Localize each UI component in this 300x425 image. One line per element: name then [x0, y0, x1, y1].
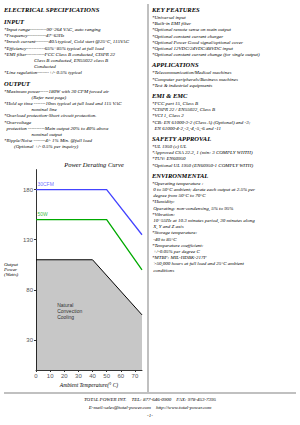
- svg-text:*Optional Power Good signal/op: *Optional Power Good signal/optional cov…: [152, 40, 243, 45]
- svg-text:60: 60: [117, 373, 124, 379]
- svg-text:*Hold up time -------10ms typi: *Hold up time -------10ms typical at ful…: [4, 101, 122, 106]
- svg-text:ENVIRONMENTAL: ENVIRONMENTAL: [151, 172, 208, 179]
- svg-text:180: 180: [23, 187, 34, 193]
- svg-text:Class B conducted, EN55022 cla: Class B conducted, EN55022 class B: [4, 58, 108, 64]
- svg-text:*Overload protection-Short cir: *Overload protection-Short circuit prote…: [4, 113, 96, 118]
- svg-text:OUTPUT: OUTPUT: [4, 80, 31, 87]
- svg-text:20: 20: [61, 373, 68, 379]
- svg-text:>50,000 hours at full load and: >50,000 hours at full load and 25°C ambi…: [152, 261, 245, 267]
- svg-text:Conducted: Conducted: [4, 64, 56, 69]
- svg-text:Power Derating Curve: Power Derating Curve: [63, 161, 124, 168]
- svg-text:*Overvoltage: *Overvoltage: [4, 120, 32, 125]
- svg-text:Power: Power: [4, 267, 18, 273]
- svg-text:TOTAL POWER INT. TEL: 877-6: TOTAL POWER INT. TEL: 877-646-0900 FAX: …: [84, 397, 217, 402]
- svg-text:EN 61000-4-2,-3,-4,-5,-6 and -: EN 61000-4-2,-3,-4,-5,-6 and -11: [152, 126, 221, 132]
- svg-text:*Built-in EMI filter: *Built-in EMI filter: [152, 21, 191, 26]
- svg-text:*Inrush current--------40A typ: *Inrush current--------40A typical, Cold…: [4, 39, 130, 45]
- svg-text:10~55Hz at 10.3 minutes period: 10~55Hz at 10.3 minutes period, 30 minut…: [152, 218, 255, 224]
- svg-text:Operating: non-condensing, 5%: Operating: non-condensing, 5% to 95%: [152, 206, 233, 212]
- svg-text:Output: Output: [4, 262, 18, 268]
- svg-text:SAFETY APPROVAL: SAFETY APPROVAL: [152, 135, 211, 142]
- svg-text:*Optional constant current cha: *Optional constant current charger: [152, 34, 223, 39]
- svg-text:APPLICATIONS: APPLICATIONS: [151, 61, 199, 68]
- svg-text:50: 50: [103, 373, 110, 379]
- svg-text:*Telecommunication/Medical mac: *Telecommunication/Medical machines: [152, 70, 231, 75]
- svg-text:-1-: -1-: [147, 413, 153, 418]
- svg-text:Ambient Temperature(° C): Ambient Temperature(° C): [59, 382, 118, 389]
- svg-text:30CFM: 30CFM: [37, 181, 53, 187]
- svg-text:*Input range----------90~264 V: *Input range----------90~264 VAC, auto r…: [4, 27, 101, 33]
- svg-text:(Optional +/- 0.5% per inquiry: (Optional +/- 0.5% per inquiry): [4, 144, 78, 149]
- svg-text:ELECTRICAL SPECIFICATIONS: ELECTRICAL SPECIFICATIONS: [3, 6, 100, 13]
- svg-text:0 to 50°C ambient; derate each: 0 to 50°C ambient; derate each output at…: [152, 187, 255, 192]
- svg-text:*Computer peripherals/Business: *Computer peripherals/Business machines: [152, 77, 238, 82]
- svg-text:+/-0.05% per degree C: +/-0.05% per degree C: [152, 249, 200, 254]
- svg-text:*Line regulation-------+/- 0.5: *Line regulation-------+/- 0.5% typical: [4, 70, 83, 75]
- svg-text:*Universal input: *Universal input: [152, 15, 186, 20]
- svg-text:KEY FEATURES: KEY FEATURES: [151, 6, 200, 13]
- svg-text:*FCC part 15, Class B: *FCC part 15, Class B: [152, 101, 198, 107]
- svg-text:*CB: EN 61000-3-2 (Class A) (O: *CB: EN 61000-3-2 (Class A) (Optional) a…: [152, 120, 251, 125]
- svg-text:80: 80: [26, 287, 33, 293]
- svg-text:*Optional UL 1950 (EN60950-1 C: *Optional UL 1950 (EN60950-1 COMPLY WITH…: [152, 163, 253, 168]
- svg-text:*Temperature coefficient:: *Temperature coefficient:: [152, 243, 204, 248]
- svg-text:*EMI filter-----------FCC Clas: *EMI filter-----------FCC Class B conduc…: [4, 52, 116, 58]
- svg-text:*Storage temperature:: *Storage temperature:: [152, 230, 198, 235]
- svg-text:-40 to 85°C: -40 to 85°C: [152, 237, 177, 242]
- svg-text:*Test & industrial equipments: *Test & industrial equipments: [152, 83, 212, 88]
- svg-text:*MTBF: MIL-HDBK-217F: *MTBF: MIL-HDBK-217F: [152, 255, 208, 260]
- svg-text:(Refer next page): (Refer next page): [4, 95, 67, 100]
- svg-text:EMI & EMC: EMI & EMC: [151, 92, 188, 99]
- svg-text:30: 30: [26, 337, 33, 343]
- svg-text:*Optional 12VDC/24VDC/48VDC in: *Optional 12VDC/24VDC/48VDC input: [152, 46, 233, 51]
- svg-text:*Approved CSA 22.2, 1 (min: 3: *Approved CSA 22.2, 1 (min: 3 COMPLY WHT…: [152, 150, 253, 156]
- svg-text:E-mail:sales@total-power.com: E-mail:sales@total-power.com http://www.…: [88, 405, 212, 410]
- svg-text:40: 40: [89, 373, 96, 379]
- svg-text:50W: 50W: [37, 211, 48, 217]
- svg-text:*Efficiency-----------65%~85%: *Efficiency-----------65%~85% typical at…: [4, 46, 104, 51]
- svg-text:*UL 1950 (c) UL: *UL 1950 (c) UL: [152, 144, 187, 149]
- svg-text:*Optional constant current cha: *Optional constant current change (for s…: [152, 52, 260, 57]
- svg-text:conditions: conditions: [152, 268, 174, 273]
- svg-text:*Optional remote sense on main: *Optional remote sense on main output: [152, 27, 231, 32]
- svg-text:*VCI 1, Class 2: *VCI 1, Class 2: [152, 113, 184, 119]
- svg-text:*TUV: EN60950: *TUV: EN60950: [152, 156, 186, 161]
- svg-text:*Ripple/Noise -------4/- 1% Mi: *Ripple/Noise -------4/- 1% Min. @full l…: [4, 138, 92, 143]
- svg-text:nominal line: nominal line: [4, 107, 57, 112]
- svg-text:*Maximum power-----180W with 3: *Maximum power-----180W with 30 CFM forc…: [4, 89, 109, 94]
- svg-text:nominal output: nominal output: [4, 132, 63, 137]
- svg-text:(Watts): (Watts): [4, 272, 19, 277]
- svg-text:protection ----------Main outp: protection ----------Main output 20% to …: [4, 126, 109, 131]
- svg-text:30: 30: [75, 373, 82, 379]
- svg-text:10: 10: [47, 373, 54, 379]
- svg-text:*Operating temperature :: *Operating temperature :: [152, 181, 204, 186]
- svg-text:INPUT: INPUT: [3, 18, 25, 25]
- svg-text:70: 70: [132, 373, 139, 379]
- svg-text:*Vibration:: *Vibration:: [152, 212, 175, 217]
- svg-text:degree from 50°C to 70°C: degree from 50°C to 70°C: [152, 193, 206, 198]
- svg-text:X, Y and Z axis: X, Y and Z axis: [152, 224, 184, 230]
- svg-text:130: 130: [23, 237, 34, 243]
- svg-text:*Humidity:: *Humidity:: [152, 199, 175, 204]
- svg-text:*CISPR 22 / EN55022, Class B: *CISPR 22 / EN55022, Class B: [152, 107, 215, 113]
- svg-text:*Frequency-----------47~63Hz: *Frequency-----------47~63Hz: [4, 33, 64, 38]
- svg-text:0: 0: [34, 373, 38, 379]
